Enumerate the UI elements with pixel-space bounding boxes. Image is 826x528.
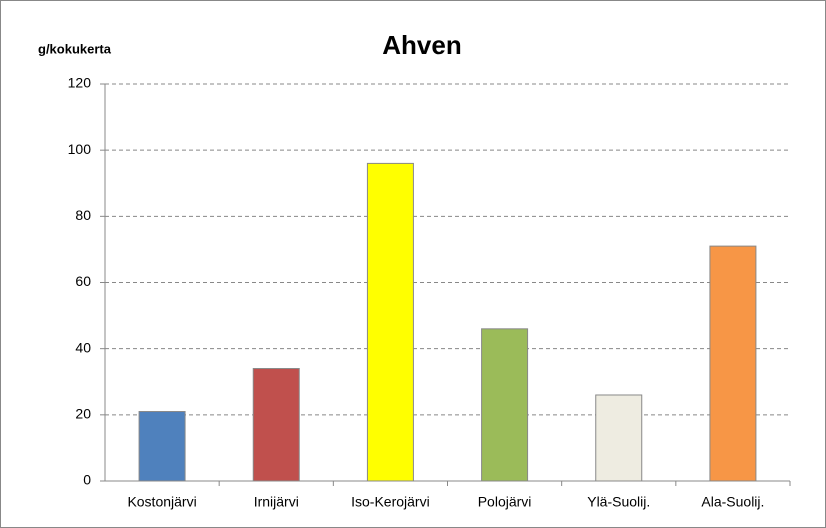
y-tick-label: 0 bbox=[83, 472, 91, 488]
bar bbox=[252, 368, 300, 482]
x-tick-label: Iso-Kerojärvi bbox=[351, 494, 430, 510]
bar bbox=[595, 394, 643, 482]
bar bbox=[709, 245, 757, 482]
y-tick-label: 100 bbox=[68, 141, 92, 157]
bar bbox=[138, 411, 186, 482]
y-tick-label: 120 bbox=[68, 75, 92, 91]
y-tick-label: 80 bbox=[75, 207, 91, 223]
x-tick-label: Ala-Suolij. bbox=[701, 494, 764, 510]
y-tick-label: 40 bbox=[75, 339, 91, 355]
bar bbox=[481, 328, 529, 482]
x-tick-label: Kostonjärvi bbox=[127, 494, 196, 510]
x-tick-label: Polojärvi bbox=[478, 494, 532, 510]
chart-title: Ahven bbox=[382, 30, 461, 60]
bar bbox=[366, 162, 414, 482]
y-axis-label: g/kokukerta bbox=[38, 41, 112, 56]
y-tick-label: 20 bbox=[75, 406, 91, 422]
x-tick-label: Irnijärvi bbox=[254, 494, 299, 510]
y-tick-label: 60 bbox=[75, 273, 91, 289]
x-tick-label: Ylä-Suolij. bbox=[587, 494, 650, 510]
